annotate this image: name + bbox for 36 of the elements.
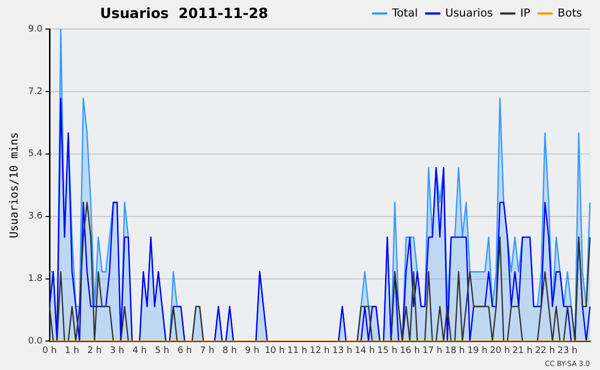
legend-label: IP: [520, 6, 531, 20]
x-tick-label: 5 h: [154, 346, 170, 356]
y-axis-title: Usuarios/10 mins: [7, 132, 20, 238]
legend-label: Total: [391, 6, 418, 20]
x-tick-label: 10 h: [264, 346, 285, 356]
legend-label: Usuarios: [445, 6, 494, 20]
x-tick-label: 4 h: [132, 346, 147, 356]
x-tick-label: 17 h: [422, 346, 442, 356]
x-tick-label: 12 h: [310, 346, 330, 356]
x-tick-label: 20 h: [490, 346, 510, 356]
x-tick-label: 13 h: [332, 346, 352, 356]
y-tick-label: 3.6: [28, 212, 43, 222]
x-tick-label: 8 h: [222, 346, 237, 356]
x-tick-label: 7 h: [200, 346, 214, 356]
x-tick-label: 19 h: [467, 346, 488, 356]
x-tick-label: 16 h: [400, 346, 420, 356]
x-tick-label: 0 h: [42, 346, 57, 356]
legend-label: Bots: [558, 6, 582, 20]
y-tick-label: 0.0: [28, 336, 43, 347]
chart-title: Usuarios 2011-11-28: [100, 6, 268, 22]
x-tick-label: 23 h: [557, 346, 578, 356]
y-tick-label: 1.8: [28, 274, 43, 284]
x-tick-label: 22 h: [534, 346, 555, 356]
y-tick-label: 9.0: [28, 24, 43, 34]
x-tick-label: 15 h: [377, 346, 398, 356]
x-tick-label: 21 h: [512, 346, 532, 356]
y-tick-label: 5.4: [28, 149, 43, 160]
x-tick-label: 6 h: [177, 346, 192, 356]
x-tick-label: 11 h: [287, 346, 308, 356]
x-tick-label: 18 h: [444, 346, 465, 356]
x-tick-label: 9 h: [245, 346, 260, 356]
x-tick-label: 2 h: [87, 346, 102, 356]
x-tick-label: 1 h: [64, 346, 80, 356]
x-tick-label: 3 h: [110, 346, 124, 356]
y-tick-label: 7.2: [28, 86, 43, 97]
x-tick-label: 14 h: [354, 346, 375, 356]
